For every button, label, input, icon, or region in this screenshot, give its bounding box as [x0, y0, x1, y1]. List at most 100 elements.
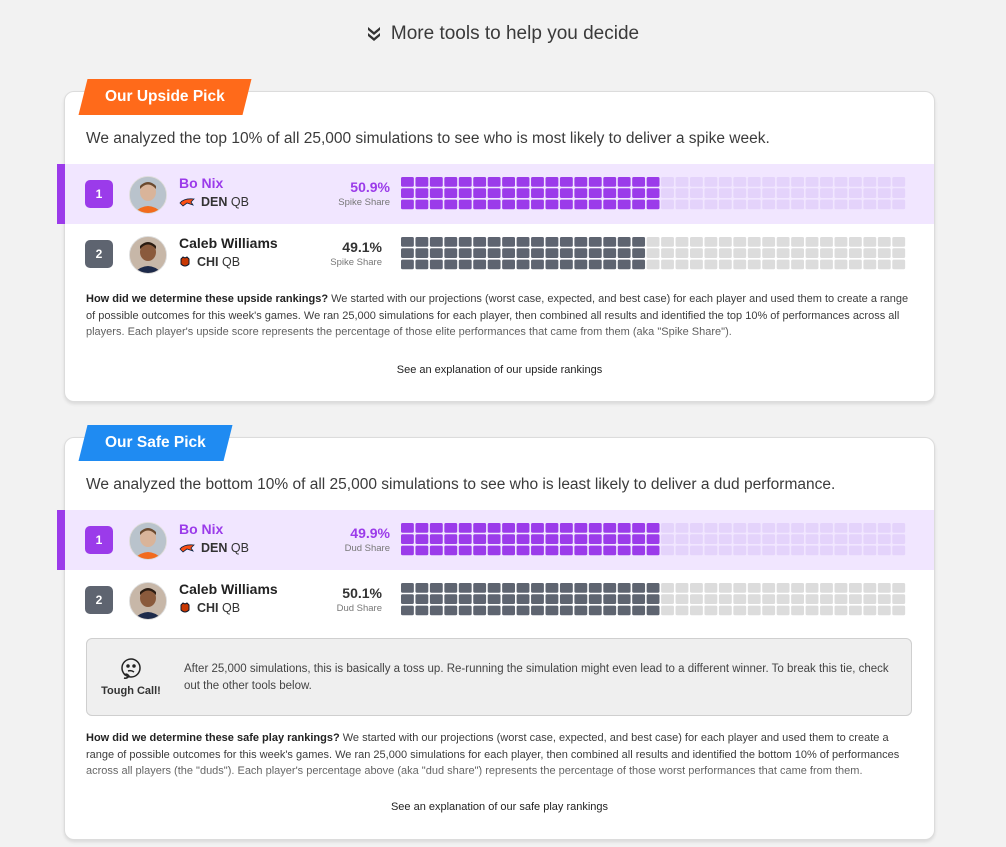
safe-explanation-link[interactable]: See an explanation of our safe play rank… — [390, 801, 609, 813]
grid-cell-filled — [401, 199, 414, 210]
grid-cell-filled — [617, 583, 631, 593]
grid-cell-empty — [704, 583, 718, 593]
grid-cell-filled — [531, 594, 544, 604]
tough-call-text: After 25,000 simulations, this is basica… — [184, 663, 889, 692]
grid-cell-filled — [415, 594, 429, 604]
safe-intro: We analyzed the bottom 10% of all 25,000… — [86, 476, 836, 493]
grid-cell-filled — [646, 545, 660, 556]
grid-cell-empty — [877, 177, 891, 187]
grid-cell-empty — [805, 259, 819, 270]
share-grid — [401, 583, 907, 617]
grid-cell-empty — [863, 523, 877, 533]
rank-badge: 2 — [85, 586, 113, 614]
grid-cell-filled — [502, 248, 515, 258]
section-header: More tools to help you decide — [0, 20, 1006, 48]
grid-cell-filled — [531, 545, 544, 556]
safe-player-row-2[interactable]: 2 Caleb Williams CHI QB 50.1% Dud Share — [57, 570, 934, 630]
upside-intro: We analyzed the top 10% of all 25,000 si… — [86, 130, 770, 147]
grid-cell-empty — [877, 188, 891, 198]
grid-cell-filled — [588, 605, 602, 616]
grid-cell-empty — [877, 259, 891, 270]
team-abbr: DEN — [201, 541, 228, 555]
grid-cell-filled — [516, 237, 530, 247]
grid-cell-filled — [487, 534, 501, 544]
grid-cell-empty — [733, 248, 747, 258]
grid-cell-empty — [675, 248, 689, 258]
grid-cell-filled — [458, 177, 472, 187]
safe-player-row-1[interactable]: 1 Bo Nix DEN QB 49.9% Dud Share — [57, 510, 934, 570]
grid-cell-empty — [661, 188, 674, 198]
grid-cell-filled — [545, 248, 559, 258]
share-label: Spike Share — [330, 257, 382, 268]
grid-cell-empty — [762, 534, 776, 544]
grid-cell-empty — [762, 545, 776, 556]
grid-cell-filled — [588, 523, 602, 533]
grid-cell-empty — [805, 177, 819, 187]
grid-cell-empty — [762, 523, 776, 533]
grid-cell-filled — [401, 534, 414, 544]
grid-cell-filled — [588, 545, 602, 556]
grid-cell-empty — [661, 248, 674, 258]
grid-cell-filled — [415, 534, 429, 544]
grid-cell-filled — [588, 534, 602, 544]
grid-cell-empty — [834, 545, 848, 556]
upside-player-row-1[interactable]: 1 Bo Nix DEN QB 50.9% Spike Share — [57, 164, 934, 224]
grid-cell-empty — [863, 594, 877, 604]
player-name[interactable]: Caleb Williams — [179, 235, 278, 251]
grid-cell-filled — [545, 534, 559, 544]
grid-cell-empty — [892, 545, 906, 556]
section-title: More tools to help you decide — [390, 23, 640, 44]
tough-call-icon-box: Tough Call! — [87, 639, 175, 715]
grid-cell-filled — [487, 583, 501, 593]
grid-cell-empty — [718, 259, 732, 270]
share-stat: 49.9% Dud Share — [345, 525, 390, 554]
grid-cell-filled — [531, 259, 544, 270]
upside-explanation-link[interactable]: See an explanation of our upside ranking… — [396, 364, 603, 376]
grid-cell-empty — [892, 237, 906, 247]
grid-cell-filled — [603, 594, 617, 604]
grid-cell-filled — [545, 594, 559, 604]
grid-cell-empty — [834, 534, 848, 544]
grid-cell-empty — [747, 605, 761, 616]
grid-cell-empty — [762, 237, 776, 247]
grid-cell-empty — [762, 188, 776, 198]
grid-cell-filled — [401, 177, 414, 187]
grid-cell-empty — [704, 237, 718, 247]
grid-cell-empty — [762, 199, 776, 210]
grid-cell-empty — [675, 259, 689, 270]
grid-cell-filled — [429, 534, 443, 544]
grid-cell-empty — [747, 545, 761, 556]
grid-cell-filled — [588, 237, 602, 247]
grid-cell-filled — [559, 248, 573, 258]
upside-player-row-2[interactable]: 2 Caleb Williams CHI QB 49.1% Spike Share — [57, 224, 934, 284]
grid-cell-empty — [791, 177, 804, 187]
grid-cell-filled — [444, 583, 458, 593]
rank-badge: 1 — [85, 180, 113, 208]
grid-cell-filled — [588, 259, 602, 270]
grid-cell-empty — [877, 583, 891, 593]
share-stat: 50.1% Dud Share — [337, 585, 382, 614]
grid-cell-empty — [690, 177, 703, 187]
grid-cell-filled — [444, 199, 458, 210]
player-name[interactable]: Bo Nix — [179, 521, 224, 537]
grid-cell-empty — [791, 259, 804, 270]
grid-cell-filled — [401, 605, 414, 616]
player-name[interactable]: Caleb Williams — [179, 581, 278, 597]
grid-cell-empty — [776, 534, 790, 544]
explanation-fade — [65, 324, 934, 384]
grid-cell-empty — [820, 583, 833, 593]
grid-cell-empty — [892, 177, 906, 187]
grid-cell-filled — [559, 237, 573, 247]
grid-cell-filled — [473, 259, 487, 270]
grid-cell-filled — [415, 583, 429, 593]
grid-cell-filled — [458, 545, 472, 556]
grid-cell-filled — [632, 248, 646, 258]
grid-cell-filled — [603, 237, 617, 247]
grid-cell-empty — [791, 237, 804, 247]
grid-cell-filled — [574, 259, 588, 270]
grid-cell-filled — [429, 594, 443, 604]
share-stat: 50.9% Spike Share — [338, 179, 390, 208]
grid-cell-filled — [617, 237, 631, 247]
grid-cell-empty — [863, 583, 877, 593]
player-name[interactable]: Bo Nix — [179, 175, 224, 191]
